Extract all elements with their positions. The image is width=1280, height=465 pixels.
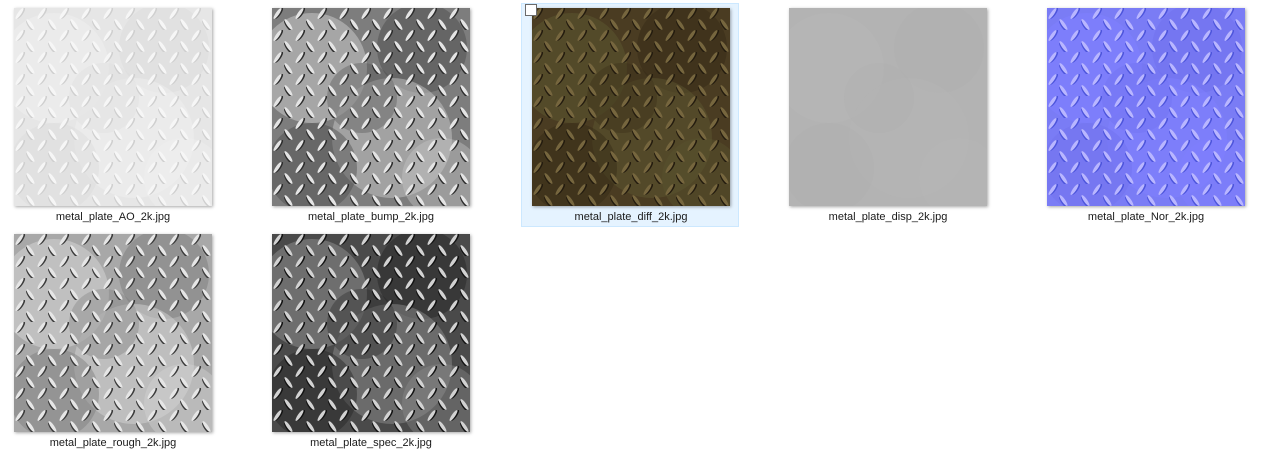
file-item[interactable]: metal_plate_rough_2k.jpg (4, 230, 222, 454)
file-name: metal_plate_spec_2k.jpg (310, 437, 432, 449)
file-name: metal_plate_bump_2k.jpg (308, 211, 434, 223)
file-name: metal_plate_diff_2k.jpg (574, 211, 688, 223)
texture-image (789, 8, 987, 206)
image-thumbnail (272, 8, 470, 206)
image-thumbnail (532, 8, 730, 206)
selection-checkbox[interactable] (525, 4, 537, 16)
file-name: metal_plate_disp_2k.jpg (828, 211, 948, 223)
texture-image (1047, 8, 1245, 206)
image-thumbnail (272, 234, 470, 432)
file-name: metal_plate_Nor_2k.jpg (1087, 211, 1205, 223)
file-item[interactable]: metal_plate_disp_2k.jpg (779, 4, 997, 228)
image-thumbnail (14, 234, 212, 432)
file-item[interactable]: metal_plate_Nor_2k.jpg (1037, 4, 1255, 228)
file-name: metal_plate_AO_2k.jpg (55, 211, 171, 223)
file-item[interactable]: metal_plate_AO_2k.jpg (4, 4, 222, 228)
texture-image (14, 8, 212, 206)
image-thumbnail (14, 8, 212, 206)
texture-image (532, 8, 730, 206)
file-item[interactable]: metal_plate_bump_2k.jpg (262, 4, 480, 228)
file-name: metal_plate_rough_2k.jpg (49, 437, 177, 449)
texture-image (14, 234, 212, 432)
file-item[interactable]: metal_plate_diff_2k.jpg (521, 3, 739, 227)
image-thumbnail (789, 8, 987, 206)
texture-image (272, 234, 470, 432)
image-thumbnail (1047, 8, 1245, 206)
file-item[interactable]: metal_plate_spec_2k.jpg (262, 230, 480, 454)
texture-image (272, 8, 470, 206)
